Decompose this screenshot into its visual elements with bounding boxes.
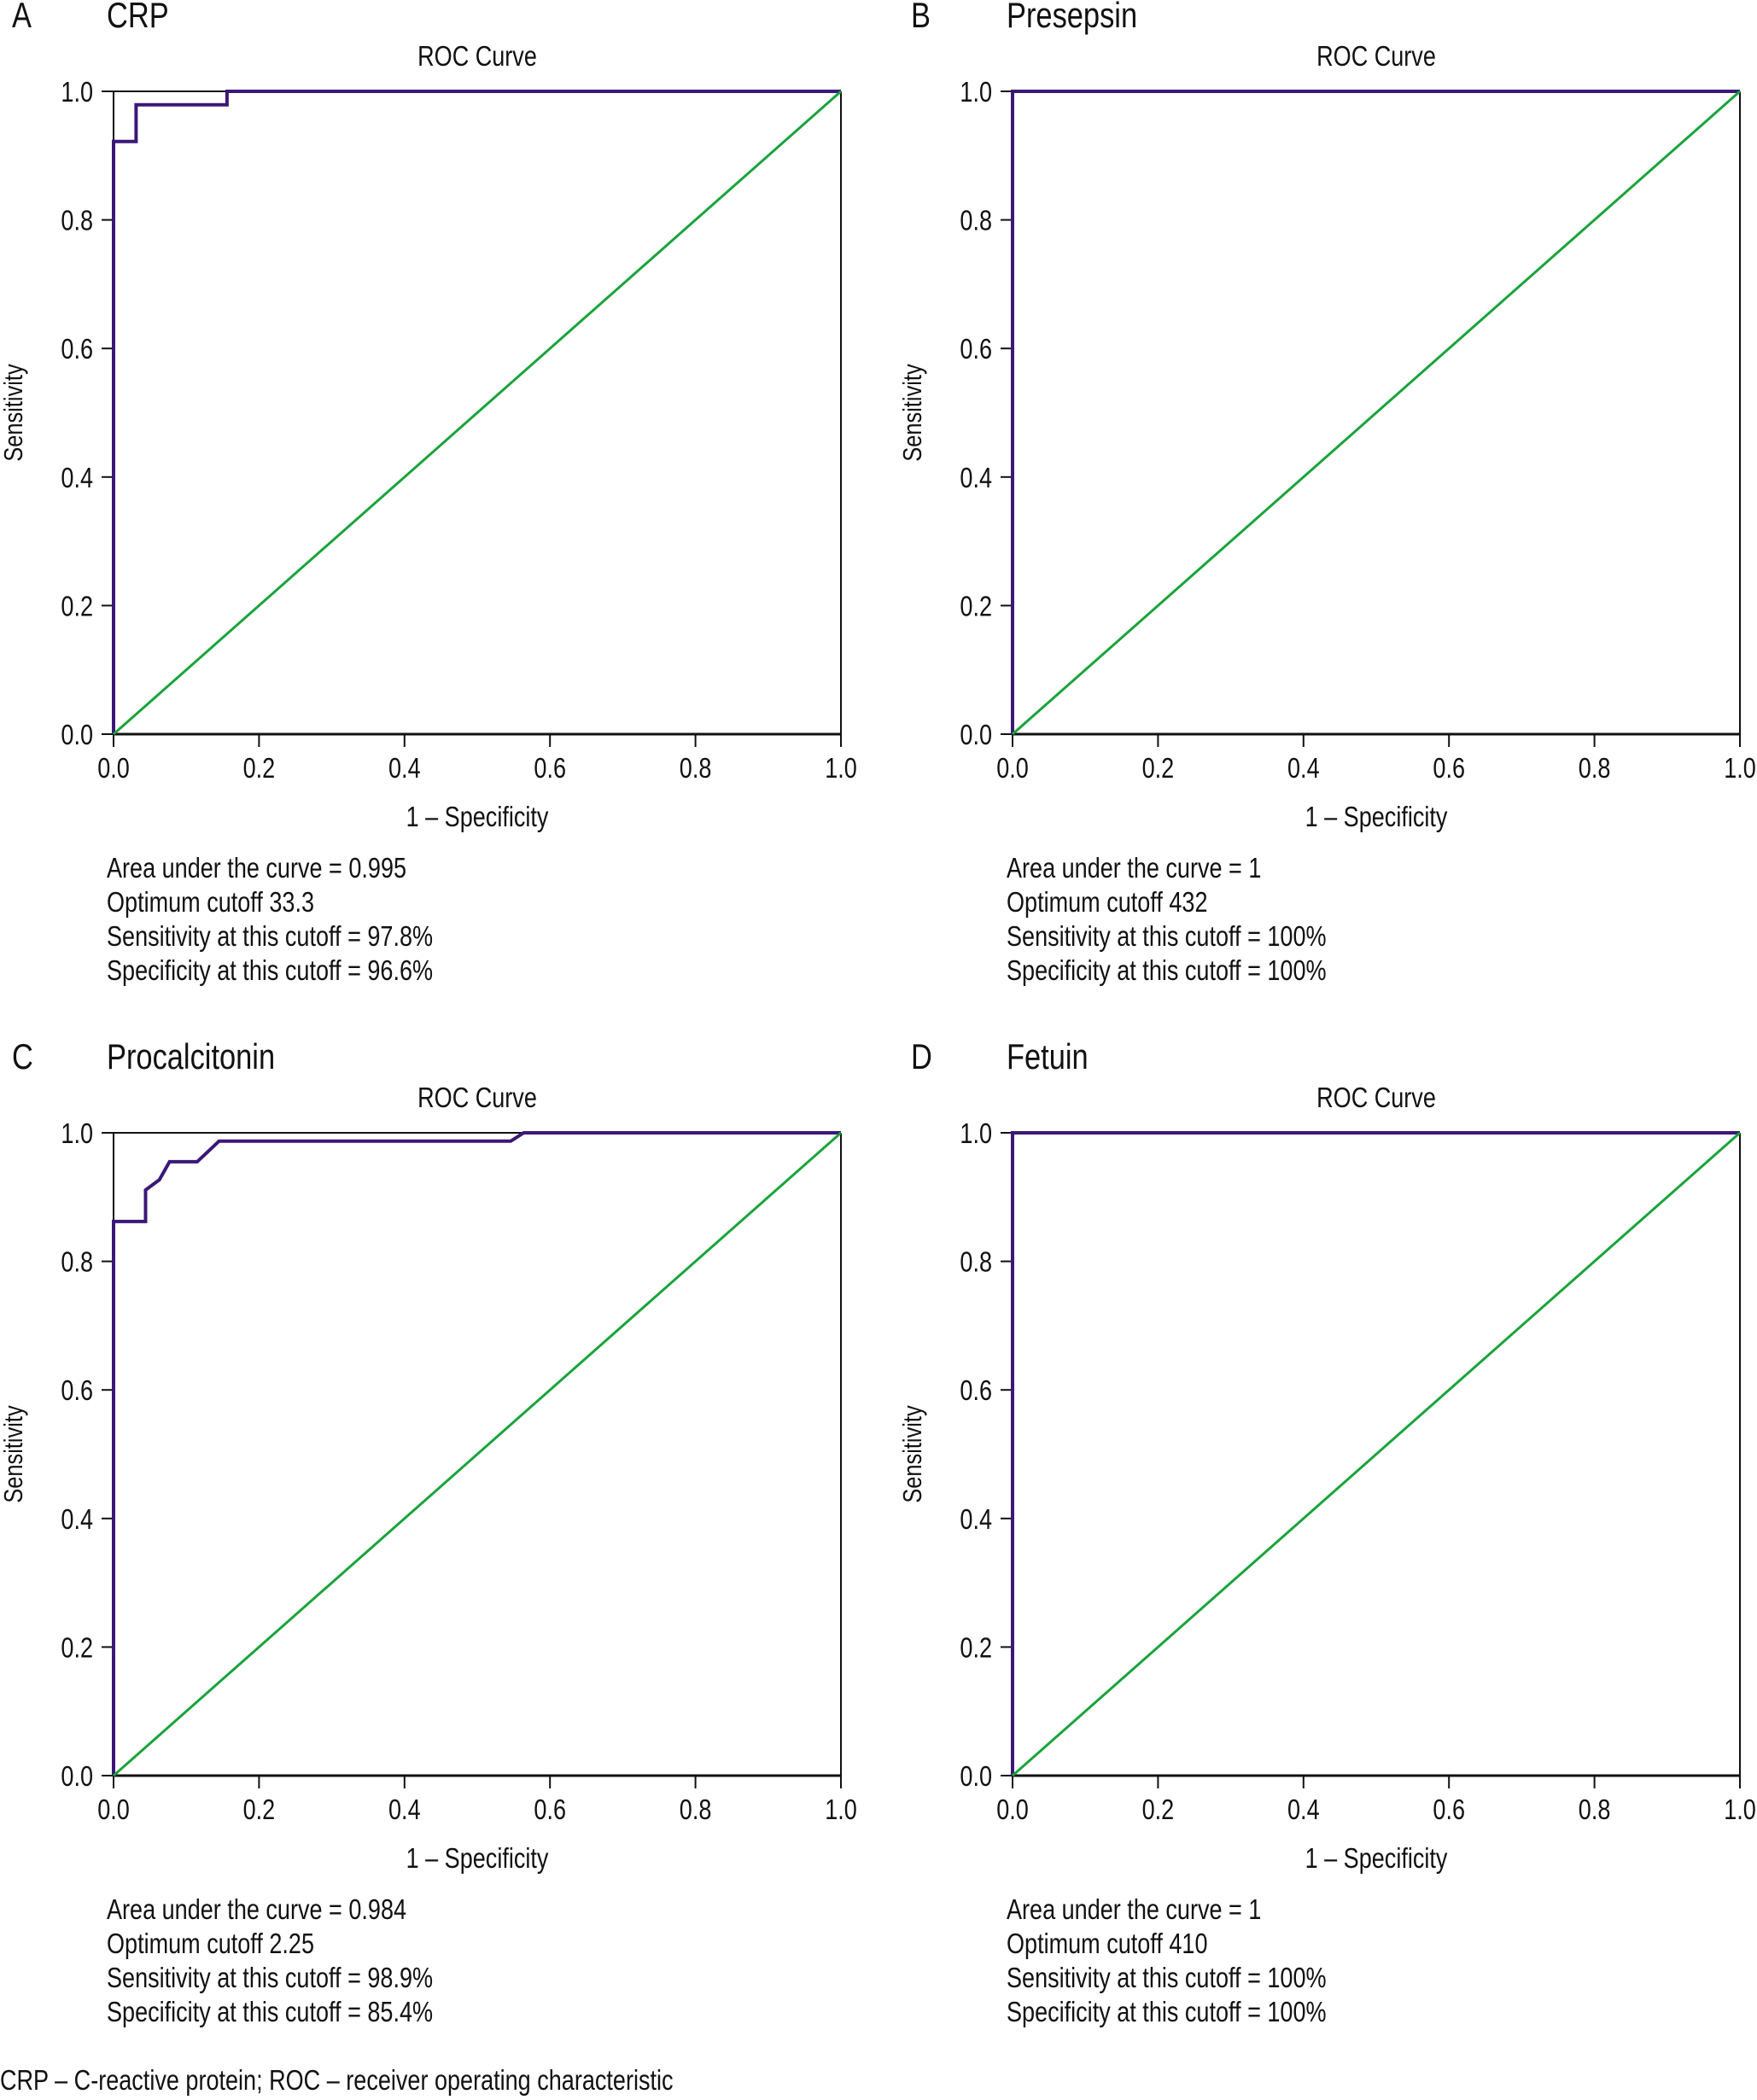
y-tick-label: 0.6 — [61, 335, 93, 365]
stat-line: Optimum cutoff 410 — [1007, 1929, 1207, 1960]
stat-line: Sensitivity at this cutoff = 98.9% — [107, 1963, 433, 1994]
reference-line — [113, 90, 842, 736]
x-tick-label: 0.4 — [1287, 754, 1320, 785]
stat-line: Sensitivity at this cutoff = 100% — [1007, 1963, 1327, 1994]
y-tick-label: 0.2 — [960, 1633, 992, 1664]
x-tick-label: 0.2 — [243, 1795, 276, 1826]
chart-title: ROC Curve — [1316, 42, 1436, 73]
x-tick-label: 0.2 — [1142, 754, 1175, 785]
y-tick-label: 0.4 — [960, 463, 992, 493]
y-tick-label: 0.4 — [61, 463, 93, 493]
panel-letter: B — [911, 0, 931, 36]
x-tick-label: 1.0 — [1724, 754, 1756, 785]
stat-line: Area under the curve = 1 — [1007, 1895, 1261, 1926]
stat-line: Area under the curve = 0.995 — [107, 854, 406, 884]
panel-title: CRP — [107, 0, 169, 36]
x-tick-label: 0.8 — [1579, 1795, 1611, 1826]
y-tick-label: 0.6 — [960, 335, 992, 365]
x-axis-label: 1 – Specificity — [1305, 1844, 1449, 1875]
y-axis-label: Sensitivity — [898, 1405, 928, 1503]
x-tick-label: 0.0 — [97, 1795, 130, 1826]
footnote: CRP – C-reactive protein; ROC – receiver… — [0, 2066, 674, 2097]
panel-a: A CRP ROC Curve 0.0 0.2 0.4 0.6 0.8 1.0 0.0 0.2 0.4… — [0, 0, 857, 987]
x-tick-label: 0.4 — [388, 754, 421, 785]
panel-d: D Fetuin ROC Curve 0.0 0.2 0.4 0.6 0.8 1.0 0.0 0.2… — [898, 1037, 1756, 2028]
y-tick-label: 1.0 — [61, 1119, 93, 1150]
chart-title: ROC Curve — [417, 1083, 537, 1114]
x-axis-label: 1 – Specificity — [406, 802, 550, 833]
y-tick-label: 0.4 — [960, 1504, 992, 1535]
x-tick-label: 1.0 — [1724, 1795, 1756, 1826]
stat-line: Specificity at this cutoff = 100% — [1007, 1998, 1327, 2028]
stat-line: Specificity at this cutoff = 85.4% — [107, 1998, 433, 2028]
chart-title: ROC Curve — [1316, 1083, 1436, 1114]
stat-line: Specificity at this cutoff = 100% — [1007, 956, 1327, 987]
y-tick-label: 0.2 — [61, 1633, 93, 1664]
x-tick-label: 0.4 — [1287, 1795, 1320, 1826]
chart-title: ROC Curve — [417, 42, 537, 73]
x-tick-label: 0.8 — [1579, 754, 1611, 785]
panel-letter: C — [12, 1037, 33, 1077]
x-tick-label: 0.6 — [1433, 754, 1465, 785]
y-axis-label: Sensitivity — [0, 364, 29, 462]
panel-letter: A — [12, 0, 32, 36]
reference-line — [1012, 1131, 1741, 1777]
y-tick-label: 1.0 — [61, 78, 93, 108]
x-tick-label: 0.2 — [243, 754, 276, 785]
roc-curve — [1011, 1131, 1740, 1776]
y-tick-label: 0.6 — [61, 1376, 93, 1407]
stat-line: Optimum cutoff 432 — [1007, 888, 1207, 919]
x-tick-label: 0.0 — [996, 1795, 1029, 1826]
reference-line — [1012, 90, 1741, 736]
y-tick-label: 0.0 — [61, 720, 93, 751]
y-tick-label: 0.2 — [61, 592, 93, 622]
panel-b: B Presepsin ROC Curve 0.0 0.2 0.4 0.6 0.8 1.0 0.0… — [898, 0, 1756, 987]
x-tick-label: 0.8 — [680, 754, 712, 785]
panel-title: Presepsin — [1007, 0, 1137, 36]
panel-title: Fetuin — [1007, 1037, 1089, 1077]
panel-letter: D — [911, 1037, 932, 1077]
x-tick-label: 0.6 — [534, 754, 566, 785]
x-axis-label: 1 – Specificity — [1305, 802, 1449, 833]
roc-curve — [112, 1131, 841, 1776]
panels: A CRP ROC Curve 0.0 0.2 0.4 0.6 0.8 1.0 0.0 0.2 0.4… — [0, 0, 1756, 2028]
stat-line: Area under the curve = 0.984 — [107, 1895, 406, 1926]
x-tick-label: 0.0 — [97, 754, 130, 785]
x-tick-label: 1.0 — [825, 1795, 857, 1826]
y-tick-label: 0.2 — [960, 592, 992, 622]
x-tick-label: 0.8 — [680, 1795, 712, 1826]
stat-line: Sensitivity at this cutoff = 97.8% — [107, 922, 433, 953]
y-tick-label: 0.8 — [960, 1247, 992, 1278]
stat-line: Sensitivity at this cutoff = 100% — [1007, 922, 1327, 953]
y-tick-label: 0.8 — [61, 206, 93, 236]
roc-curve — [1011, 90, 1740, 734]
panel-title: Procalcitonin — [107, 1037, 275, 1077]
roc-curve — [112, 90, 841, 734]
x-tick-label: 0.4 — [388, 1795, 421, 1826]
stat-line: Specificity at this cutoff = 96.6% — [107, 956, 433, 987]
stat-line: Optimum cutoff 33.3 — [107, 888, 314, 919]
y-tick-label: 1.0 — [960, 1119, 992, 1150]
x-tick-label: 0.6 — [1433, 1795, 1465, 1826]
y-axis-label: Sensitivity — [898, 364, 928, 462]
y-tick-label: 0.6 — [960, 1376, 992, 1407]
stat-line: Optimum cutoff 2.25 — [107, 1929, 314, 1960]
y-tick-label: 0.0 — [960, 1762, 992, 1793]
y-tick-label: 0.8 — [61, 1247, 93, 1278]
x-axis-label: 1 – Specificity — [406, 1844, 550, 1875]
y-tick-label: 0.0 — [960, 720, 992, 751]
y-tick-label: 0.8 — [960, 206, 992, 236]
x-tick-label: 0.6 — [534, 1795, 566, 1826]
reference-line — [113, 1131, 842, 1777]
x-tick-label: 0.2 — [1142, 1795, 1175, 1826]
y-axis-label: Sensitivity — [0, 1405, 29, 1503]
stat-line: Area under the curve = 1 — [1007, 854, 1261, 884]
panel-c: C Procalcitonin ROC Curve 0.0 0.2 0.4 0.6 0.8 1.… — [0, 1037, 857, 2028]
y-tick-label: 1.0 — [960, 78, 992, 108]
x-tick-label: 0.0 — [996, 754, 1029, 785]
x-tick-label: 1.0 — [825, 754, 857, 785]
y-tick-label: 0.4 — [61, 1504, 93, 1535]
y-tick-label: 0.0 — [61, 1762, 93, 1793]
